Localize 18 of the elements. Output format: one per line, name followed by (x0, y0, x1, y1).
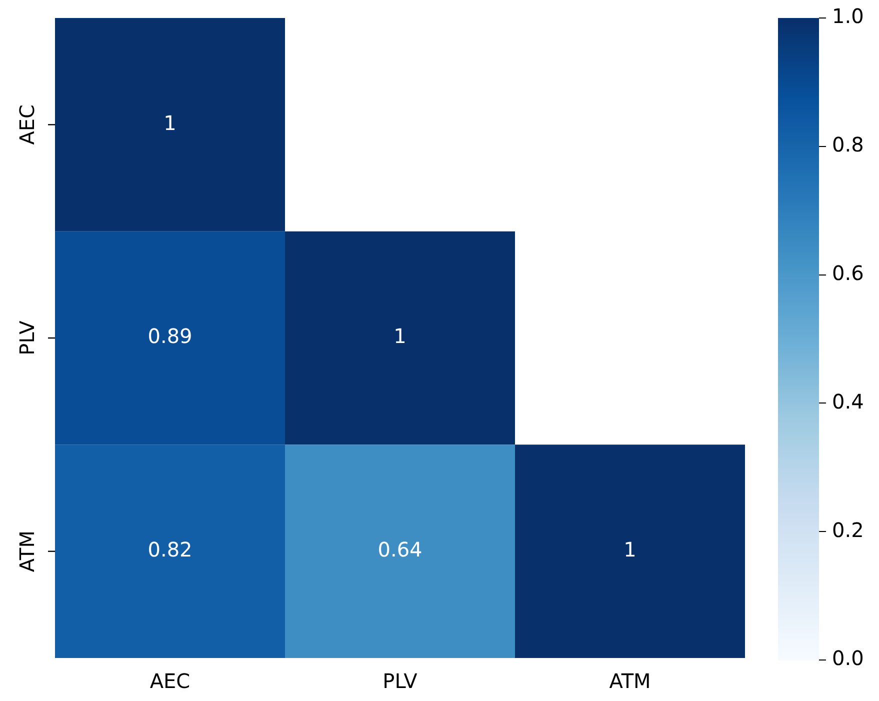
data-label: 1 (164, 110, 176, 135)
y-tick-label: PLV (15, 320, 40, 356)
color-bar-label: 0.8 (832, 132, 864, 157)
y-tick-label: ATM (15, 530, 40, 572)
color-bar-label: 1.0 (832, 4, 864, 28)
color-bar-label: 0.0 (832, 646, 864, 670)
x-tick-label: ATM (609, 669, 651, 694)
x-tick-label: PLV (382, 669, 418, 694)
x-tick-label: AEC (150, 669, 190, 694)
data-label: 1 (394, 324, 406, 348)
color-bar-label: 0.6 (832, 261, 864, 286)
color-bar-label: 0.2 (832, 518, 864, 542)
data-label: 0.64 (378, 538, 422, 562)
data-label: 0.82 (148, 538, 192, 562)
data-label: 0.89 (148, 324, 192, 348)
y-tick-label: AEC (15, 104, 40, 145)
color-bar-label: 0.4 (832, 389, 864, 414)
data-label: 1 (624, 538, 636, 562)
